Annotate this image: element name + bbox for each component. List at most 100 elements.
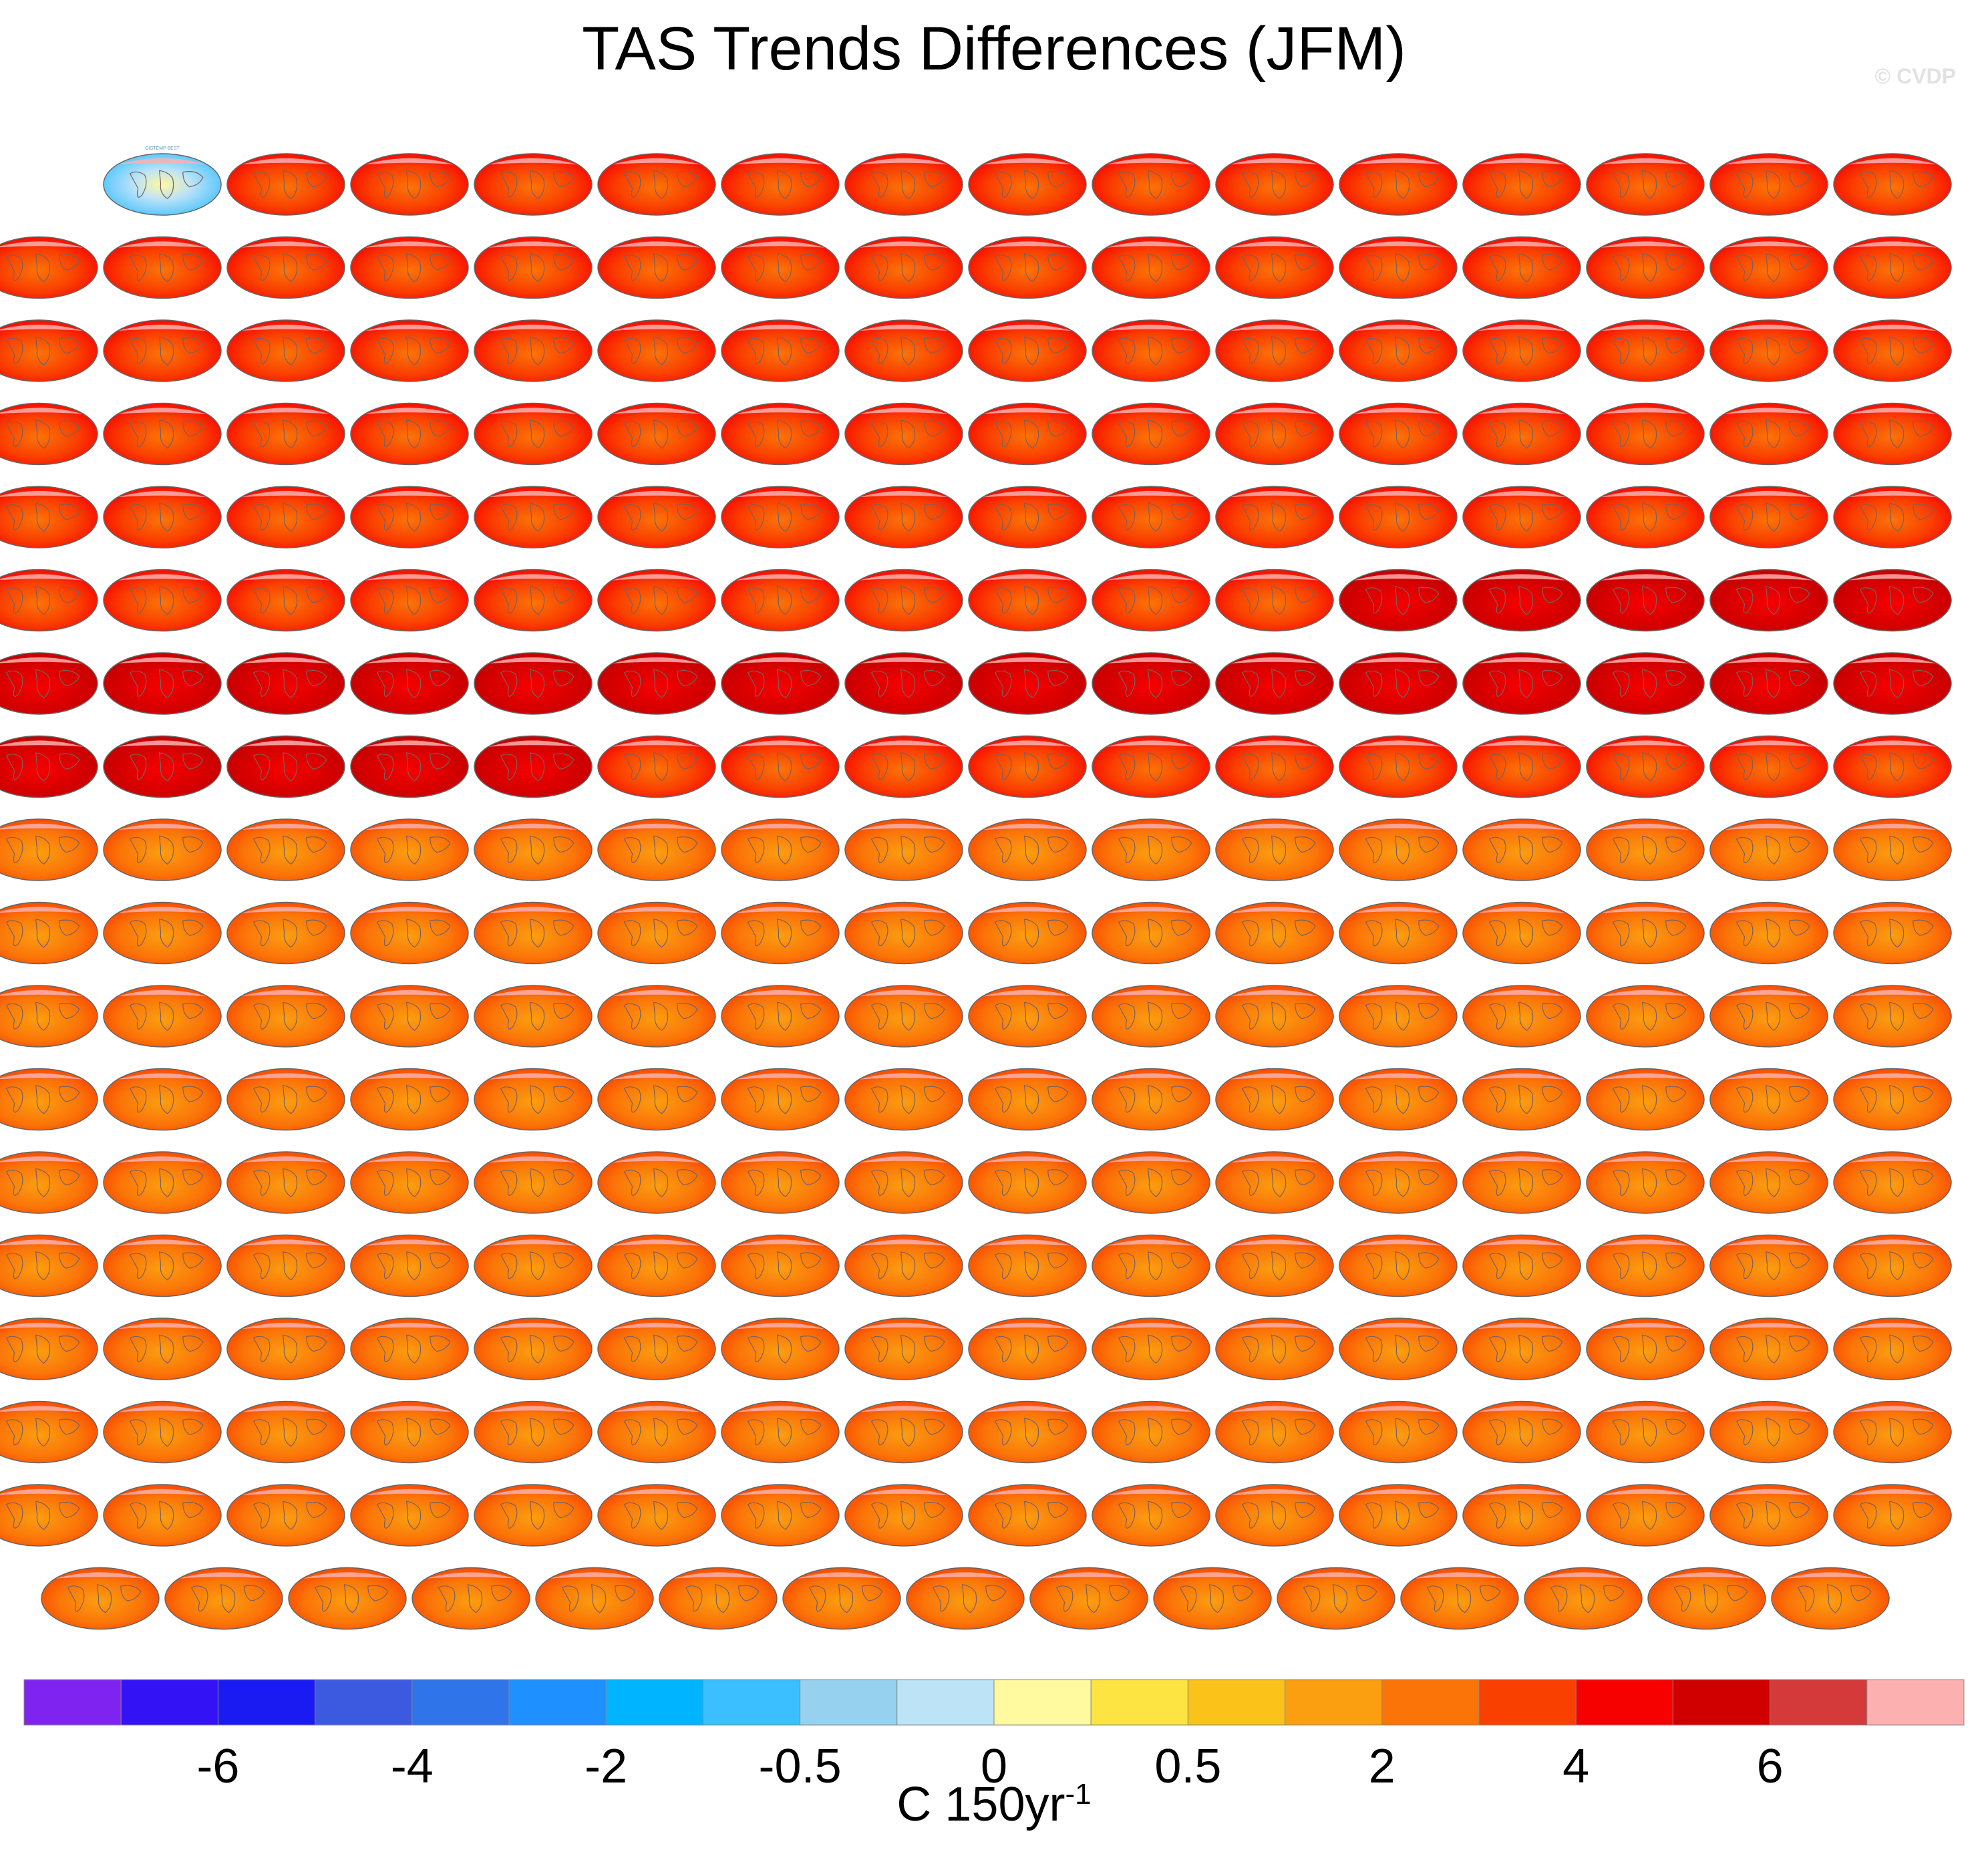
polar-region	[1230, 1322, 1319, 1330]
polar-region	[1478, 324, 1566, 331]
polar-region	[983, 1322, 1071, 1330]
map-panel	[1833, 402, 1952, 466]
map-panel	[1833, 652, 1952, 715]
map-oval	[0, 402, 98, 466]
coastline	[1241, 835, 1316, 865]
polar-region	[118, 158, 206, 165]
polar-region	[1601, 490, 1689, 498]
polar-region	[1230, 1156, 1319, 1163]
polar-region	[1725, 1156, 1813, 1163]
polar-region	[1478, 1406, 1566, 1412]
coastline	[870, 502, 945, 532]
coastline	[623, 1251, 698, 1281]
map-oval	[1092, 236, 1210, 299]
coastline	[808, 1584, 883, 1613]
polar-region	[860, 1489, 948, 1496]
coastline	[994, 1501, 1069, 1531]
polar-region	[613, 1239, 701, 1246]
polar-region	[365, 1156, 454, 1163]
polar-region	[1848, 907, 1937, 913]
polar-region	[613, 907, 701, 913]
polar-region	[365, 1239, 454, 1246]
map-oval	[164, 1567, 283, 1630]
polar-region	[736, 1239, 824, 1246]
coastline	[1612, 253, 1687, 283]
coastline	[1735, 420, 1810, 449]
map-panel	[597, 901, 716, 965]
coastline	[1365, 835, 1440, 865]
map-oval	[1833, 652, 1952, 715]
map-panel	[721, 486, 840, 549]
colorbar-box	[1575, 1679, 1673, 1726]
map-panel	[0, 236, 98, 299]
polar-region	[1601, 408, 1689, 414]
map-panel	[721, 1400, 840, 1464]
coastline	[5, 1251, 80, 1281]
colorbar-box	[1478, 1679, 1577, 1726]
coastline	[376, 1251, 451, 1281]
map-panel	[1339, 735, 1458, 798]
colorbar-box	[800, 1679, 898, 1726]
map-oval	[1524, 1567, 1643, 1630]
coastline	[1612, 1418, 1687, 1447]
coastline	[870, 1001, 945, 1032]
coastline	[994, 586, 1069, 615]
coastline	[623, 1418, 698, 1447]
map-panel	[226, 735, 345, 798]
map-oval	[1339, 1317, 1458, 1380]
map-oval	[350, 569, 469, 632]
coastline	[376, 170, 451, 200]
polar-region	[118, 1073, 206, 1080]
polar-region	[0, 574, 83, 581]
coastline	[1488, 752, 1563, 782]
coastline	[1735, 1001, 1810, 1032]
map-oval	[844, 901, 963, 965]
map-oval	[103, 1068, 222, 1131]
polar-region	[613, 1156, 701, 1163]
map-panel	[1215, 1317, 1334, 1380]
map-panel	[1215, 1400, 1334, 1464]
map-oval	[350, 652, 469, 715]
coastline	[5, 669, 80, 699]
map-panel	[350, 402, 469, 466]
map-oval	[1215, 818, 1334, 881]
map-oval	[350, 1068, 469, 1131]
polar-region	[118, 1239, 206, 1246]
polar-region	[550, 1572, 639, 1579]
colorbar-tick-label: -4	[391, 1740, 434, 1793]
map-panel	[1462, 402, 1581, 466]
coastline	[870, 1251, 945, 1281]
coastline	[376, 1418, 451, 1447]
polar-region	[489, 1489, 577, 1496]
map-oval	[350, 1151, 469, 1214]
coastline	[1797, 1584, 1872, 1613]
colorbar-tick-label: -6	[196, 1740, 239, 1793]
map-panel	[350, 1068, 469, 1131]
polar-region	[365, 408, 454, 414]
map-panel	[0, 901, 98, 965]
polar-region	[613, 657, 701, 664]
map-oval	[103, 1151, 222, 1214]
map-panel	[1524, 1567, 1643, 1630]
map-oval	[968, 153, 1087, 216]
coastline	[1118, 919, 1192, 948]
map-panel	[1586, 818, 1705, 881]
coastline	[1118, 752, 1192, 782]
map-panel	[1339, 652, 1458, 715]
coastline	[500, 420, 574, 449]
map-oval	[1462, 486, 1581, 549]
map-oval	[721, 901, 840, 965]
map-panel	[1462, 1068, 1581, 1131]
map-panel	[1215, 1151, 1334, 1214]
map-oval	[474, 901, 593, 965]
polar-region	[613, 740, 701, 747]
map-oval	[1833, 1234, 1952, 1297]
polar-region	[365, 1073, 454, 1080]
map-panel	[1833, 1068, 1952, 1131]
map-oval	[721, 1400, 840, 1464]
polar-region	[1601, 1239, 1689, 1246]
coastline	[1118, 1334, 1192, 1364]
map-panel	[103, 1400, 222, 1464]
coastline	[1488, 336, 1563, 366]
map-panel	[1462, 652, 1581, 715]
